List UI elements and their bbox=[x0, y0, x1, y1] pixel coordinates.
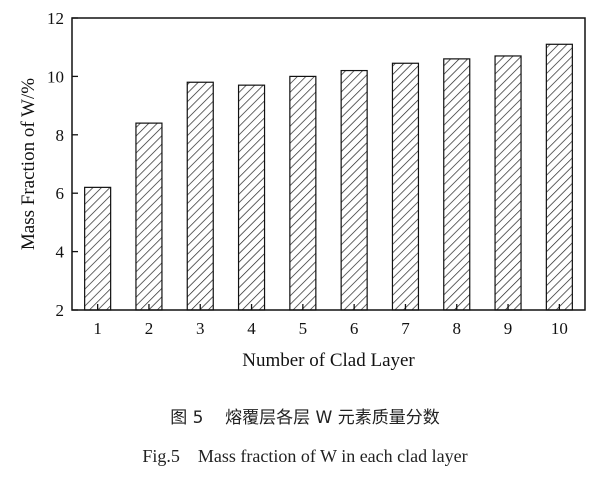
bar-layer-7 bbox=[391, 62, 420, 311]
y-tick-label: 6 bbox=[56, 184, 65, 203]
x-tick-label: 2 bbox=[145, 319, 154, 338]
x-tick-label: 7 bbox=[401, 319, 410, 338]
plot-frame bbox=[71, 17, 586, 311]
bar-layer-9 bbox=[494, 55, 522, 311]
figure-caption-english: Fig.5 Mass fraction of W in each clad la… bbox=[142, 446, 468, 466]
bar-layer-1 bbox=[84, 186, 112, 311]
bar-layer-5 bbox=[289, 75, 317, 311]
x-tick-label: 3 bbox=[196, 319, 205, 338]
y-tick-label: 8 bbox=[56, 126, 65, 145]
bar-layer-8 bbox=[443, 58, 471, 311]
y-tick-label: 2 bbox=[56, 301, 65, 320]
bar-layer-6 bbox=[340, 69, 368, 311]
figure-caption-chinese: 图 5 熔覆层各层 W 元素质量分数 bbox=[170, 408, 440, 428]
x-tick-label: 6 bbox=[350, 319, 359, 338]
bar-layer-3 bbox=[186, 81, 214, 311]
x-tick-label: 4 bbox=[247, 319, 256, 338]
x-tick-label: 8 bbox=[453, 319, 462, 338]
bar-layer-4 bbox=[237, 84, 266, 311]
x-tick-label: 5 bbox=[299, 319, 308, 338]
x-axis: 1 2 3 4 5 6 7 8 9 10 bbox=[93, 304, 568, 338]
x-tick-label: 9 bbox=[504, 319, 513, 338]
y-tick-label: 12 bbox=[47, 9, 64, 28]
y-tick-label: 4 bbox=[56, 243, 65, 262]
bar-layer-10 bbox=[545, 43, 573, 311]
x-axis-title: Number of Clad Layer bbox=[242, 350, 415, 371]
x-tick-label: 10 bbox=[551, 319, 568, 338]
x-tick-label: 1 bbox=[93, 319, 102, 338]
y-axis-title: Mass Fraction of W/% bbox=[18, 78, 39, 250]
y-tick-label: 10 bbox=[47, 67, 64, 86]
bars-group bbox=[84, 43, 573, 311]
bar-layer-2 bbox=[135, 122, 163, 311]
y-axis: 2 4 6 8 10 12 bbox=[47, 9, 78, 320]
